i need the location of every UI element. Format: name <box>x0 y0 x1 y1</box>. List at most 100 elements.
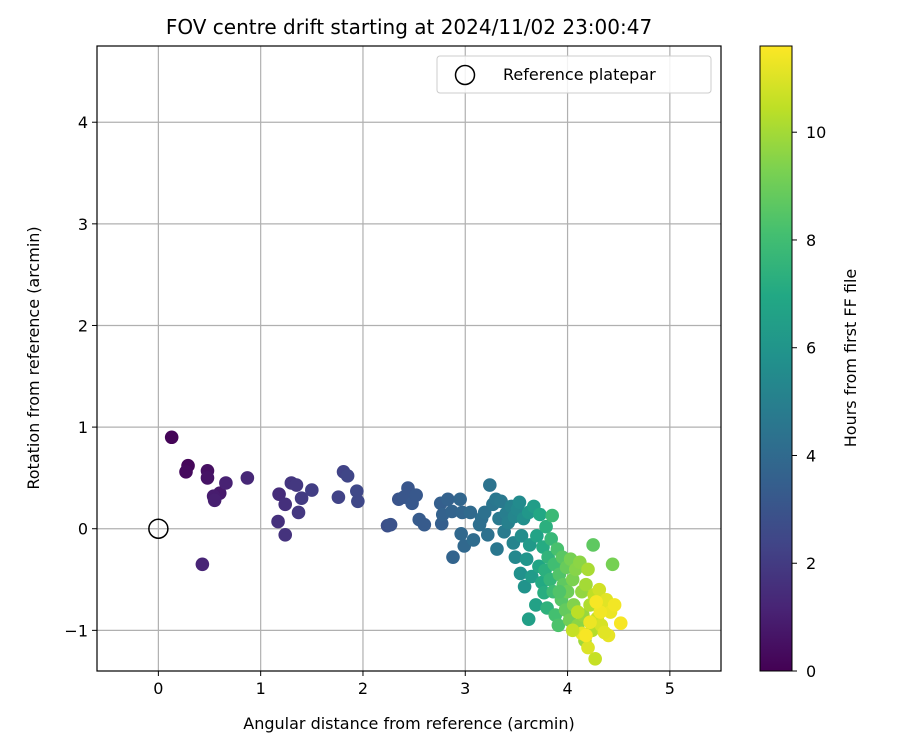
data-point-69 <box>519 552 534 567</box>
data-points <box>164 430 628 666</box>
data-point-93 <box>551 618 566 633</box>
data-point-136 <box>552 584 567 599</box>
data-point-133 <box>570 605 585 619</box>
legend-box <box>436 55 712 94</box>
x-tick-label-4: 4 <box>562 679 572 698</box>
data-point-39 <box>446 550 460 564</box>
data-point-44 <box>463 505 478 520</box>
data-point-74 <box>521 612 536 626</box>
data-point-14 <box>278 528 293 542</box>
data-point-22 <box>340 469 355 483</box>
data-point-128 <box>581 640 595 655</box>
x-tick-label-3: 3 <box>460 679 470 698</box>
y-tick-label-2: 1 <box>78 418 88 437</box>
legend-entry-label: Reference platepar <box>503 65 656 84</box>
y-axis-label: Rotation from reference (arcmin) <box>24 226 43 489</box>
data-point-111 <box>579 577 593 592</box>
data-point-11 <box>272 487 286 501</box>
data-point-127 <box>613 616 628 631</box>
y-tick-label-5: 4 <box>78 113 88 132</box>
data-point-53 <box>490 542 504 556</box>
grid-lines <box>97 46 721 671</box>
colorbar: 0 2 4 6 8 10 Hours from first FF file <box>759 45 860 681</box>
data-point-119 <box>592 582 607 597</box>
colorbar-gradient <box>759 45 793 672</box>
x-tick-label-0: 0 <box>153 679 163 698</box>
data-point-17 <box>291 505 306 520</box>
x-tick-label-5: 5 <box>665 679 675 698</box>
y-tick-label-1: 0 <box>78 520 88 539</box>
data-point-137 <box>579 628 593 643</box>
data-point-10 <box>240 471 255 485</box>
data-point-40 <box>453 492 467 507</box>
colorbar-tick-label-0: 0 <box>806 662 816 681</box>
data-point-24 <box>351 494 365 509</box>
reference-point-marker <box>148 518 169 539</box>
y-tick-label-4: 3 <box>78 215 88 234</box>
legend-marker-icon <box>454 64 476 86</box>
data-point-65 <box>514 529 529 543</box>
data-point-49 <box>480 528 495 542</box>
data-point-71 <box>522 538 537 552</box>
x-tick-label-2: 2 <box>358 679 368 698</box>
colorbar-tick-label-3: 6 <box>806 339 816 358</box>
y-tick-label-0: −1 <box>64 621 88 640</box>
colorbar-tick-label-1: 2 <box>806 554 816 573</box>
data-point-88 <box>545 508 560 523</box>
data-point-13 <box>278 497 293 512</box>
data-point-62 <box>508 550 523 564</box>
y-axis-ticks: −1 0 1 2 3 4 <box>64 113 97 640</box>
data-point-67 <box>513 566 528 581</box>
data-point-55 <box>494 494 508 509</box>
data-point-78 <box>533 507 547 522</box>
chart-title: FOV centre drift starting at 2024/11/02 … <box>166 15 652 39</box>
data-point-75 <box>529 598 543 612</box>
data-point-4 <box>200 471 215 485</box>
data-point-33 <box>417 517 432 532</box>
data-point-31 <box>409 488 423 502</box>
colorbar-ticks: 0 2 4 6 8 10 <box>792 123 826 681</box>
x-tick-label-1: 1 <box>256 679 266 698</box>
data-point-23 <box>350 484 364 498</box>
data-point-64 <box>512 495 527 510</box>
data-point-87 <box>544 532 558 546</box>
data-point-0 <box>164 430 179 445</box>
data-point-76 <box>530 529 544 543</box>
data-point-8 <box>219 476 233 490</box>
data-point-134 <box>597 625 612 640</box>
x-axis-label: Angular distance from reference (arcmin) <box>243 714 574 733</box>
colorbar-tick-label-2: 4 <box>806 446 816 465</box>
data-point-18 <box>294 491 309 506</box>
data-point-38 <box>445 504 459 519</box>
data-point-37 <box>441 492 455 507</box>
plot-frame <box>96 45 722 672</box>
data-point-125 <box>605 557 620 572</box>
colorbar-tick-label-5: 10 <box>806 123 826 142</box>
colorbar-tick-label-4: 8 <box>806 231 816 250</box>
data-point-117 <box>588 652 602 666</box>
data-point-20 <box>331 490 346 505</box>
data-point-131 <box>583 615 597 630</box>
data-point-26 <box>383 517 398 532</box>
data-point-112 <box>581 562 595 577</box>
data-point-50 <box>483 478 497 492</box>
data-point-16 <box>289 478 304 492</box>
x-axis-ticks: 0 1 2 3 4 5 <box>153 671 675 698</box>
data-point-9 <box>195 557 210 572</box>
data-point-19 <box>305 483 319 497</box>
data-point-83 <box>539 519 553 534</box>
data-point-135 <box>565 623 580 638</box>
data-point-45 <box>466 533 481 547</box>
y-tick-label-3: 2 <box>78 316 88 335</box>
data-point-12 <box>271 514 285 529</box>
data-point-68 <box>517 579 532 594</box>
data-point-7 <box>207 493 222 508</box>
data-point-42 <box>454 527 468 541</box>
data-point-126 <box>607 598 622 612</box>
data-point-115 <box>586 538 600 552</box>
data-point-2 <box>179 465 193 479</box>
data-point-72 <box>524 569 539 584</box>
data-point-132 <box>589 595 603 609</box>
colorbar-label: Hours from first FF file <box>841 269 860 448</box>
